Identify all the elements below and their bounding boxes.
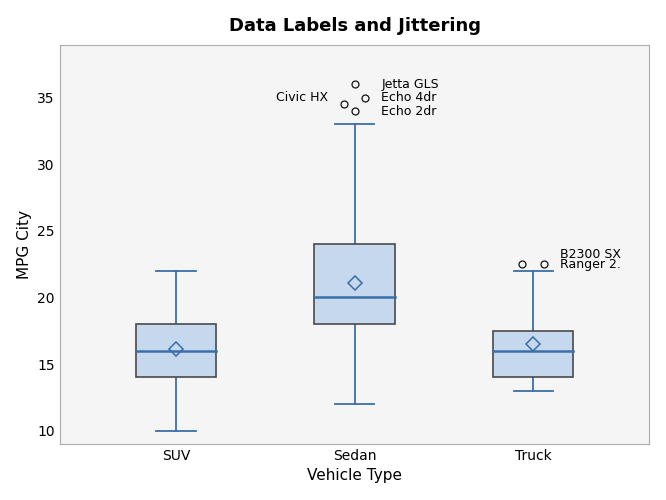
Y-axis label: MPG City: MPG City — [17, 210, 32, 278]
Text: Civic HX: Civic HX — [276, 92, 328, 104]
Bar — [136, 324, 216, 378]
Text: Ranger 2.: Ranger 2. — [560, 258, 621, 270]
X-axis label: Vehicle Type: Vehicle Type — [307, 468, 402, 483]
Bar — [314, 244, 395, 324]
Bar — [493, 331, 573, 378]
Title: Data Labels and Jittering: Data Labels and Jittering — [228, 16, 481, 34]
Text: Echo 4dr: Echo 4dr — [382, 92, 437, 104]
Text: Echo 2dr: Echo 2dr — [382, 104, 437, 118]
Text: Jetta GLS: Jetta GLS — [382, 78, 439, 91]
Text: B2300 SX: B2300 SX — [560, 248, 621, 262]
